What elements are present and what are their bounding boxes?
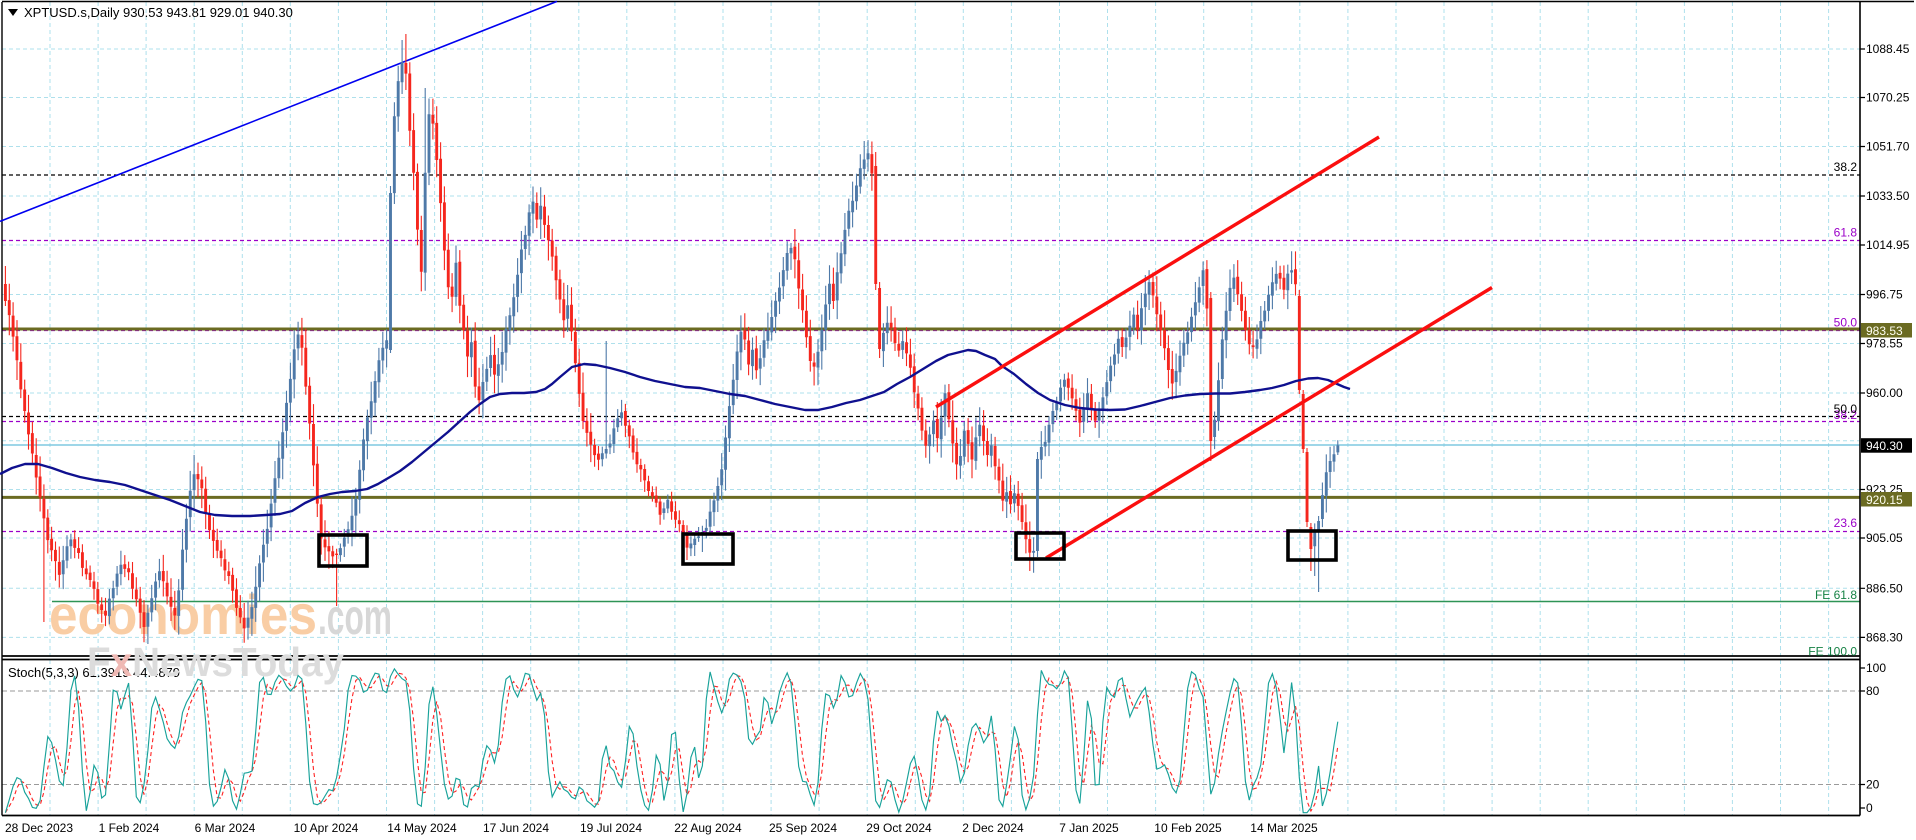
svg-text:80: 80 <box>1866 684 1880 698</box>
svg-text:XPTUSD.s,Daily 930.53 943.81: XPTUSD.s,Daily 930.53 943.81 929.01 940.… <box>24 5 293 20</box>
svg-text:1088.45: 1088.45 <box>1866 42 1910 56</box>
svg-text:Stoch(5,3,3) 61.3919 44.4879: Stoch(5,3,3) 61.3919 44.4879 <box>8 665 180 680</box>
svg-text:FE 100.0: FE 100.0 <box>1808 645 1857 659</box>
svg-text:10 Feb 2025: 10 Feb 2025 <box>1154 821 1222 835</box>
svg-text:.com: .com <box>318 589 392 645</box>
svg-text:868.30: 868.30 <box>1866 631 1903 645</box>
svg-text:FE 61.8: FE 61.8 <box>1815 588 1857 602</box>
svg-text:920.15: 920.15 <box>1866 493 1903 507</box>
svg-text:FxNewsToday: FxNewsToday <box>87 639 344 685</box>
svg-text:1070.25: 1070.25 <box>1866 91 1910 105</box>
svg-text:905.05: 905.05 <box>1866 531 1903 545</box>
svg-text:0: 0 <box>1866 801 1873 815</box>
svg-text:50.0: 50.0 <box>1834 316 1858 330</box>
svg-text:2 Dec 2024: 2 Dec 2024 <box>962 821 1024 835</box>
svg-text:25 Sep 2024: 25 Sep 2024 <box>769 821 837 835</box>
svg-text:17 Jun 2024: 17 Jun 2024 <box>483 821 549 835</box>
svg-text:38.2: 38.2 <box>1834 408 1858 422</box>
svg-text:940.30: 940.30 <box>1866 439 1903 453</box>
svg-text:978.55: 978.55 <box>1866 337 1903 351</box>
svg-text:1014.95: 1014.95 <box>1866 238 1910 252</box>
svg-text:28 Dec 2023: 28 Dec 2023 <box>5 821 73 835</box>
svg-text:886.50: 886.50 <box>1866 582 1903 596</box>
svg-text:38.2: 38.2 <box>1834 160 1858 174</box>
svg-text:6 Mar 2024: 6 Mar 2024 <box>195 821 256 835</box>
svg-text:29 Oct 2024: 29 Oct 2024 <box>866 821 932 835</box>
svg-text:14 May 2024: 14 May 2024 <box>387 821 457 835</box>
svg-text:23.6: 23.6 <box>1834 516 1858 530</box>
svg-text:22 Aug 2024: 22 Aug 2024 <box>674 821 742 835</box>
svg-text:1 Feb 2024: 1 Feb 2024 <box>99 821 160 835</box>
svg-text:50.0: 50.0 <box>1834 402 1858 416</box>
svg-text:100: 100 <box>1866 661 1886 675</box>
svg-text:14 Mar 2025: 14 Mar 2025 <box>1250 821 1318 835</box>
svg-text:1033.50: 1033.50 <box>1866 189 1910 203</box>
svg-text:983.53: 983.53 <box>1866 324 1903 338</box>
svg-text:960.00: 960.00 <box>1866 386 1903 400</box>
svg-text:1051.70: 1051.70 <box>1866 140 1910 154</box>
svg-text:996.75: 996.75 <box>1866 288 1903 302</box>
svg-text:7 Jan 2025: 7 Jan 2025 <box>1059 821 1119 835</box>
svg-text:61.8: 61.8 <box>1834 226 1858 240</box>
svg-text:10 Apr 2024: 10 Apr 2024 <box>294 821 359 835</box>
svg-text:20: 20 <box>1866 778 1880 792</box>
svg-text:19 Jul 2024: 19 Jul 2024 <box>580 821 642 835</box>
